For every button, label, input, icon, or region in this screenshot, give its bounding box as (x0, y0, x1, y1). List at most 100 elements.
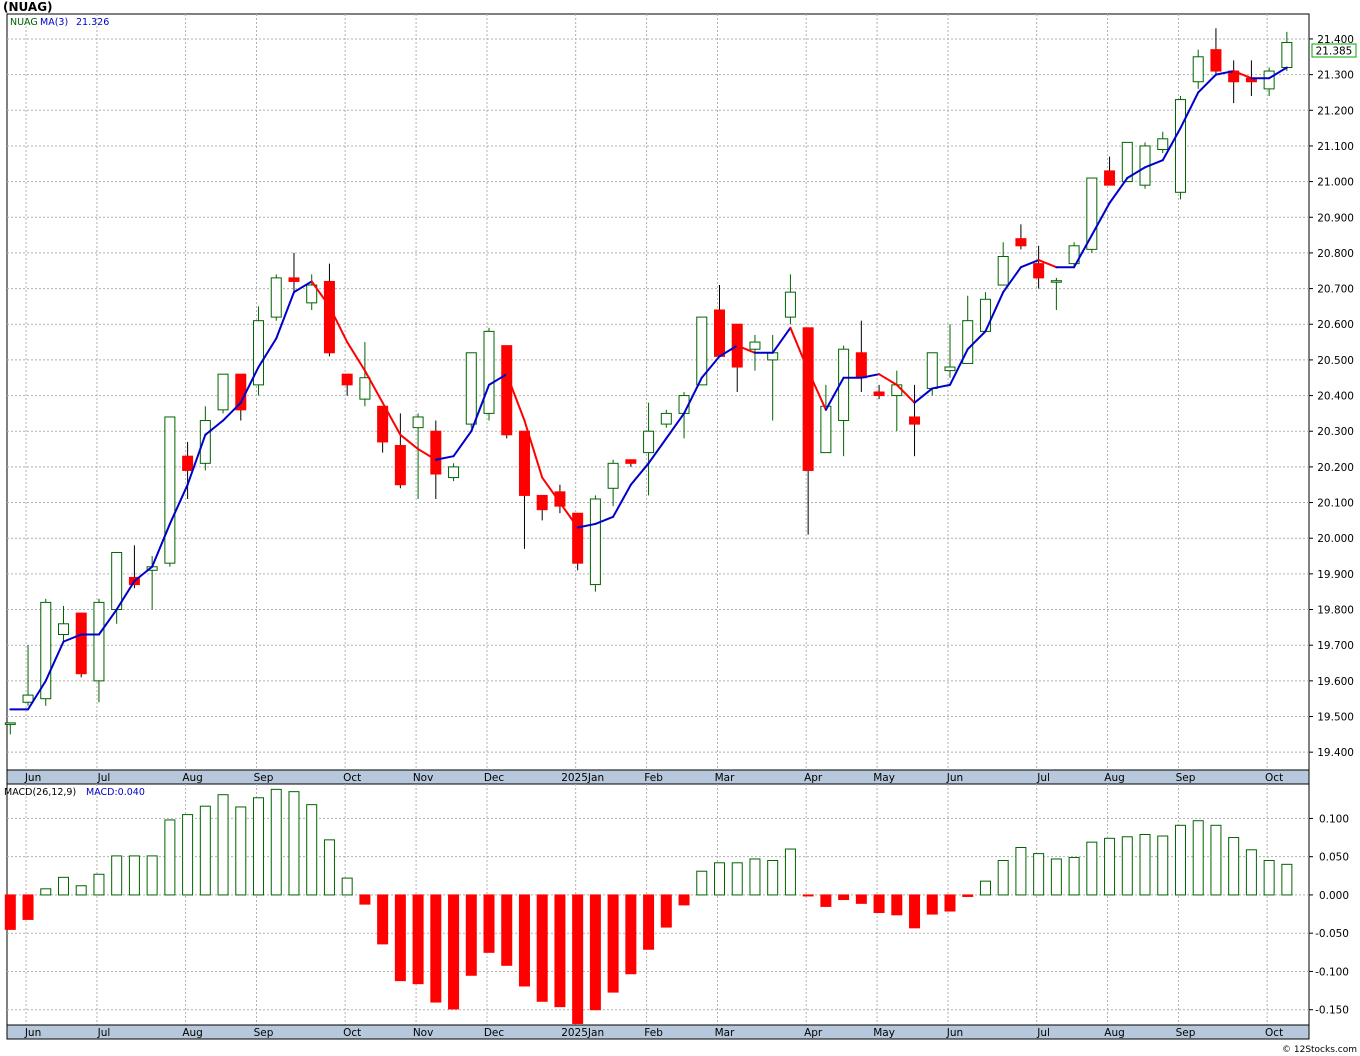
macd-x-tick-label: Jul (1036, 1027, 1050, 1039)
price-panel: 19.400 19.500 19.600 19.700 19.800 19.900 20.0… (4, 13, 1357, 771)
macd-bar-positive (1228, 837, 1240, 896)
macd-y-tick-label: -0.050 (1315, 928, 1349, 940)
candle-down (501, 345, 513, 439)
ma-segment (1019, 259, 1040, 269)
price-y-tick-label: 20.700 (1317, 284, 1354, 296)
macd-bar-positive (288, 791, 300, 896)
candle-body (306, 284, 318, 304)
macd-bar-negative (678, 894, 690, 906)
macd-bar-positive (217, 794, 229, 896)
price-x-tick-label: Jul (97, 772, 111, 784)
macd-bar-positive (1015, 847, 1027, 896)
price-y-tick-label: 21.200 (1317, 105, 1354, 117)
macd-x-tick-label: Sep (254, 1027, 274, 1039)
macd-y-tick-label: 0.100 (1319, 813, 1349, 825)
macd-bar-positive (767, 860, 779, 896)
candle-body (536, 494, 548, 511)
price-y-axis: 19.400 19.500 19.600 19.700 19.800 19.900 20.0… (1309, 34, 1354, 759)
candle-body (1015, 238, 1027, 247)
macd-bar-negative (22, 894, 34, 920)
price-x-tick-label: Aug (182, 772, 203, 784)
ma-segment (434, 455, 455, 461)
macd-bar-positive (979, 880, 991, 896)
price-y-tick-label: 20.600 (1317, 319, 1354, 331)
macd-bar-positive (997, 860, 1009, 896)
macd-bar-negative (572, 894, 584, 1024)
candle-body (323, 280, 335, 354)
macd-bar-positive (270, 788, 282, 896)
macd-bar-negative (430, 894, 442, 1003)
candle-down (1104, 156, 1116, 186)
macd-bar-negative (536, 894, 548, 1002)
ma-segment (683, 376, 703, 415)
macd-x-tick-label: Mar (715, 1027, 735, 1039)
candle-body (749, 341, 761, 350)
macd-bar-positive (235, 806, 247, 896)
ma-segment (1179, 91, 1200, 130)
ma-segment (1161, 127, 1182, 162)
candle-body (1192, 56, 1204, 83)
price-y-tick-label: 20.500 (1317, 355, 1354, 367)
candle-body (926, 352, 938, 389)
ma-segment (913, 387, 934, 404)
candle-body (1210, 49, 1222, 72)
candle-body (1050, 280, 1062, 283)
ma-segment (1268, 66, 1288, 80)
macd-bar-negative (607, 894, 619, 993)
candle-body (1104, 170, 1116, 186)
macd-x-tick-label: Aug (182, 1027, 203, 1039)
price-y-tick-label: 20.100 (1317, 498, 1354, 510)
candle-body (979, 298, 991, 332)
ma-segment (328, 305, 349, 344)
candle-body (802, 327, 814, 471)
candle-body (483, 330, 495, 414)
candle-up (217, 373, 229, 414)
candle-up (22, 645, 34, 706)
ma-segment (133, 565, 154, 582)
candle-up (270, 274, 282, 321)
price-y-tick-label: 19.800 (1317, 605, 1354, 617)
last-price-flag-box (1311, 43, 1357, 58)
macd-bar-positive (1174, 824, 1186, 896)
macd-bar-positive (341, 877, 353, 896)
candle-body (643, 430, 655, 454)
ma-segment (1073, 234, 1093, 269)
price-x-tick-label: 2025Jan (561, 772, 604, 784)
candle-body (1068, 245, 1080, 265)
candle-up (359, 342, 371, 407)
macd-x-tick-label: Oct (1265, 1027, 1283, 1039)
ma-segment (186, 433, 207, 486)
candle-down (536, 494, 548, 521)
macd-panel: 0.100 0.050 0.000 -0.050 -0.100 -0.150 MACD(2… (4, 783, 1349, 1026)
macd-bar-positive (1157, 835, 1169, 896)
ma-segment (417, 448, 437, 461)
candle-body (430, 430, 442, 475)
candle-body (1174, 99, 1186, 193)
candle-body (377, 405, 389, 443)
macd-bar-positive (40, 888, 52, 896)
macd-y-tick-label: -0.150 (1315, 1005, 1349, 1017)
candle-down (572, 512, 584, 571)
candle-body (855, 352, 867, 379)
price-x-tick-label: Oct (1265, 772, 1283, 784)
macd-x-tick-label: Nov (413, 1027, 434, 1039)
macd-bar-positive (1139, 833, 1151, 896)
ma-segment (452, 430, 473, 458)
candle-body (394, 444, 406, 486)
macd-bar-negative (944, 894, 956, 912)
candle-body (288, 277, 300, 282)
ma-segment (1126, 166, 1147, 180)
ma-segment (878, 373, 898, 386)
candle-up (784, 274, 796, 325)
ma-segment (665, 412, 686, 440)
candle-up (1068, 242, 1080, 268)
candle-body (873, 391, 885, 397)
ma-segment (629, 462, 650, 486)
ma-segment (576, 522, 597, 529)
ma-segment (97, 608, 118, 636)
macd-bar-positive (714, 862, 725, 896)
candle-up (93, 598, 105, 703)
ma-segment (488, 373, 508, 386)
macd-x-tick-label: 2025Jan (561, 1027, 604, 1039)
candle-body (696, 316, 708, 386)
